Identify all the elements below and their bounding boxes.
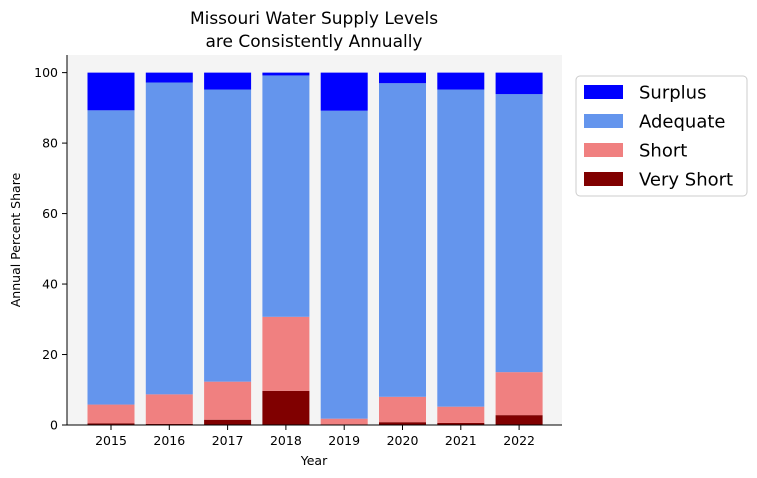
bar-2020-very-short (379, 422, 426, 425)
bar-2016-short (145, 394, 193, 424)
y-tick-label: 80 (42, 136, 58, 151)
legend: Surplus Adequate Short Very Short (575, 75, 748, 197)
x-tick-label: 2019 (328, 433, 360, 448)
y-axis-label: Annual Percent Share (8, 172, 23, 307)
bar-2021-adequate (437, 89, 485, 407)
bar-2015-short (87, 404, 135, 424)
bar-2020-short (379, 396, 426, 423)
x-tick-label: 2017 (212, 433, 244, 448)
x-tick-label: 2016 (153, 433, 185, 448)
bar-2018-surplus (262, 72, 310, 76)
x-axis-label: Year (300, 453, 328, 468)
legend-frame (575, 75, 748, 197)
legend-swatch-adequate (584, 114, 623, 128)
bar-2017-surplus (204, 72, 252, 90)
y-tick-label: 60 (42, 206, 58, 221)
bar-2016-adequate (145, 82, 193, 395)
bar-2017-adequate (204, 89, 252, 382)
bar-2020-adequate (379, 83, 426, 397)
bar-2015-adequate (87, 110, 135, 405)
bar-2022-surplus (495, 72, 543, 95)
x-tick-label: 2020 (387, 433, 419, 448)
y-tick-label: 100 (34, 65, 58, 80)
bar-2022-adequate (495, 94, 543, 373)
bar-2019-short (320, 418, 368, 425)
chart-title-line-1: Missouri Water Supply Levels (190, 9, 438, 29)
x-tick-label: 2015 (95, 433, 127, 448)
bar-2017-short (204, 381, 252, 420)
y-tick-label: 20 (42, 347, 58, 362)
x-tick-label: 2018 (270, 433, 302, 448)
y-tick-label: 0 (50, 418, 58, 433)
bar-2018-very-short (262, 390, 310, 425)
bar-2017-very-short (204, 419, 252, 425)
chart-title-line-2: are Consistently Annually (205, 32, 422, 52)
bar-2019-adequate (320, 110, 368, 419)
legend-swatch-very-short (584, 172, 623, 186)
legend-label-short: Short (639, 141, 687, 162)
y-axis-ticks: 0 20 40 60 80 100 (34, 65, 67, 433)
legend-swatch-short (584, 143, 623, 157)
bar-2022-very-short (495, 415, 543, 425)
x-axis-ticks: 2015 2016 2017 2018 2019 2020 2021 2022 (95, 425, 535, 448)
y-tick-label: 40 (42, 277, 58, 292)
bar-2022-short (495, 372, 543, 416)
legend-label-adequate: Adequate (639, 112, 726, 133)
x-tick-label: 2021 (445, 433, 477, 448)
x-tick-label: 2022 (503, 433, 535, 448)
bar-2019-surplus (320, 72, 368, 111)
legend-label-very-short: Very Short (639, 170, 733, 191)
bars (87, 72, 543, 425)
plot-background (67, 55, 562, 425)
bar-2018-adequate (262, 75, 310, 317)
bar-2015-very-short (87, 423, 135, 425)
bar-2016-surplus (145, 72, 193, 83)
bar-2015-surplus (87, 72, 135, 111)
bar-2018-short (262, 316, 310, 391)
legend-swatch-surplus (584, 85, 623, 99)
legend-label-surplus: Surplus (639, 83, 706, 104)
bar-2021-very-short (437, 422, 485, 425)
bar-2016-very-short (145, 423, 193, 425)
bar-2021-short (437, 406, 485, 423)
bar-2020-surplus (379, 72, 426, 84)
bar-2021-surplus (437, 72, 485, 90)
